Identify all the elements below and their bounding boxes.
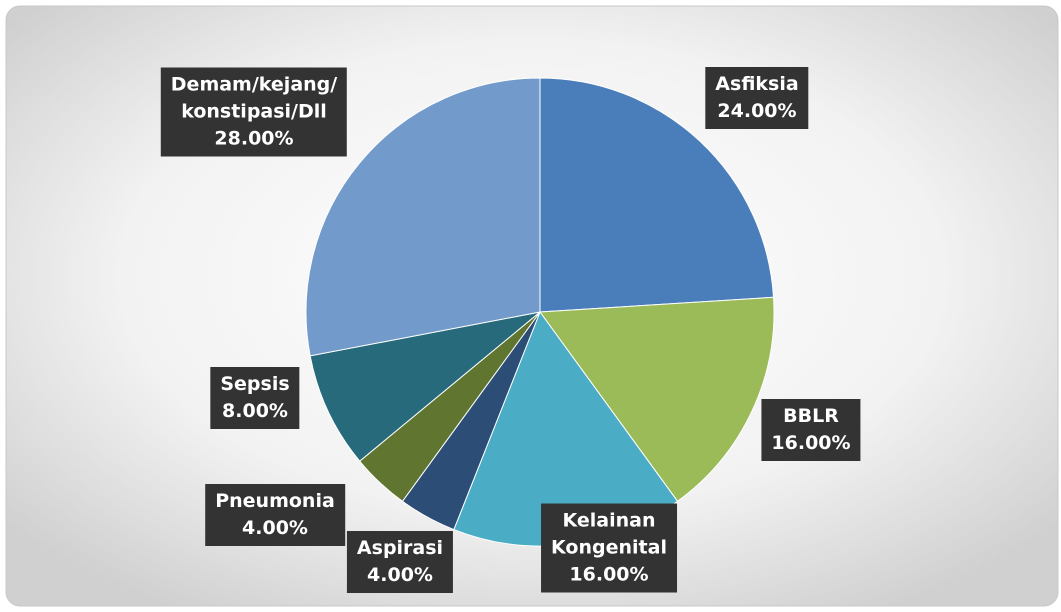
label-value: 28.00%: [214, 127, 294, 150]
pie-slice: [309, 311, 541, 462]
label-value: 24.00%: [717, 100, 797, 122]
data-label: Asfiksia 24.00%: [705, 67, 809, 129]
label-category: Kelainan Kongenital: [551, 509, 667, 559]
label-value: 4.00%: [242, 517, 308, 539]
label-category: Aspirasi: [356, 537, 444, 559]
label-value: 16.00%: [569, 563, 649, 586]
data-label: Aspirasi 4.00%: [346, 531, 454, 593]
pie-slice: [539, 77, 775, 313]
label-value: 4.00%: [367, 564, 433, 586]
label-category: Demam/kejang/ konstipasi/Dll: [170, 73, 338, 123]
data-label: Sepsis 8.00%: [210, 367, 300, 429]
pie: [305, 77, 775, 547]
label-category: Sepsis: [220, 373, 290, 395]
label-category: Asfiksia: [715, 73, 799, 95]
pie-slice: [305, 77, 541, 357]
pie-slice: [539, 296, 775, 503]
label-value: 16.00%: [771, 432, 851, 454]
label-category: BBLR: [783, 405, 839, 427]
data-label: Pneumonia 4.00%: [205, 484, 345, 546]
data-label: Kelainan Kongenital 16.00%: [541, 503, 677, 593]
data-label: BBLR 16.00%: [761, 399, 861, 461]
label-category: Pneumonia: [215, 490, 335, 512]
label-value: 8.00%: [222, 400, 288, 422]
data-label: Demam/kejang/ konstipasi/Dll 28.00%: [160, 67, 348, 157]
